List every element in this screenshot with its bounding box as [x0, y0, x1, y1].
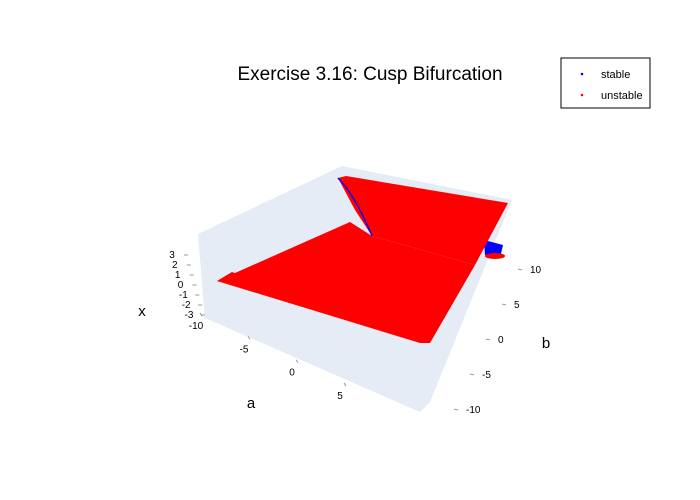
b-tick-label: 10	[530, 265, 542, 276]
a-axis-title: a	[247, 395, 256, 412]
a-tick-label: -10	[189, 321, 204, 332]
b-tick-mark	[501, 303, 507, 306]
x-tick-label: 2	[172, 260, 178, 271]
x-tick-label: 1	[175, 270, 181, 281]
a-tick-mark	[199, 312, 203, 317]
b-tick-mark	[485, 338, 491, 341]
b-axis-ticks: 10 5 0 -5 -10	[453, 265, 542, 416]
stable-fold-edge	[337, 177, 373, 237]
x-tick-label: -2	[182, 300, 191, 311]
a-tick-mark	[247, 336, 251, 340]
legend-label-unstable: unstable	[601, 90, 643, 102]
b-tick-label: -10	[466, 405, 481, 416]
b-axis-title: b	[542, 335, 550, 352]
a-tick-label: 5	[337, 391, 343, 402]
stable-point-cluster	[485, 253, 505, 259]
a-tick-mark	[295, 359, 299, 363]
surface	[217, 176, 508, 343]
legend-marker-unstable	[580, 93, 584, 97]
a-axis-ticks: -10 -5 0 5	[189, 312, 347, 402]
x-axis-title: x	[138, 303, 146, 320]
b-tick-label: -5	[482, 370, 491, 381]
unstable-upper-sheet	[338, 176, 508, 265]
b-tick-label: 0	[498, 335, 504, 346]
legend-item-unstable[interactable]: unstable	[580, 90, 643, 102]
a-tick-label: 0	[289, 368, 295, 379]
legend-box	[560, 57, 651, 109]
a-tick-mark	[343, 382, 347, 387]
x-tick-label: 3	[169, 250, 175, 261]
b-tick-mark	[517, 268, 523, 271]
b-tick-label: 5	[514, 300, 520, 311]
legend[interactable]: stable unstable	[560, 57, 651, 109]
b-tick-mark	[453, 408, 459, 411]
b-tick-mark	[469, 373, 475, 376]
x-tick-label: 0	[178, 280, 184, 291]
a-tick-label: -5	[240, 344, 249, 355]
legend-item-stable[interactable]: stable	[580, 69, 631, 81]
legend-marker-stable	[580, 72, 584, 76]
x-tick-label: -3	[185, 310, 194, 321]
unstable-lower-sheet	[217, 222, 475, 343]
legend-label-stable: stable	[601, 69, 630, 81]
chart-title: Exercise 3.16: Cusp Bifurcation	[237, 64, 502, 85]
fold-triangle	[217, 272, 300, 300]
x-tick-label: -1	[179, 290, 188, 301]
